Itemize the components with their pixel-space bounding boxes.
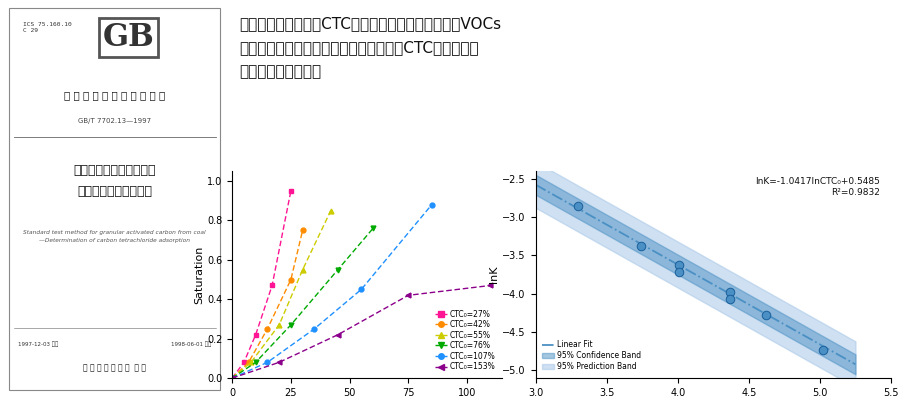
Linear Fit <box>616 230 626 235</box>
Point <box>571 203 585 209</box>
Linear Fit <box>850 362 860 367</box>
Point <box>723 289 737 295</box>
Point <box>672 261 687 268</box>
Point <box>815 347 830 353</box>
Text: 活性炭四氯化碳值（CTC值）值是一个与活性炭吸附VOCs
性能关联最为紧密的指标，它也可以用于CTC值推算碘值
和亚甲基蓝吸附值。: 活性炭四氯化碳值（CTC值）值是一个与活性炭吸附VOCs 性能关联最为紧密的指标… <box>238 16 501 79</box>
Text: 1997-12-03 发布: 1997-12-03 发布 <box>18 341 58 347</box>
Point <box>672 269 687 275</box>
Text: 中 华 人 民 共 和 国 国 家 标 准: 中 华 人 民 共 和 国 国 家 标 准 <box>64 90 166 101</box>
Y-axis label: Saturation: Saturation <box>194 246 204 304</box>
Text: GB: GB <box>103 22 155 53</box>
Linear Fit <box>834 353 845 358</box>
Legend: Linear Fit, 95% Confidence Band, 95% Prediction Band: Linear Fit, 95% Confidence Band, 95% Pre… <box>539 338 644 374</box>
Y-axis label: lnK: lnK <box>490 266 500 283</box>
Linear Fit <box>543 189 553 194</box>
Linear Fit <box>823 347 833 351</box>
Linear Fit <box>530 182 541 187</box>
Text: 煤质颗粒活性炭试验方法
四氯化碳吸附率的测定: 煤质颗粒活性炭试验方法 四氯化碳吸附率的测定 <box>74 164 156 198</box>
Point <box>759 312 773 318</box>
Text: 1998-06-01 实施: 1998-06-01 实施 <box>171 341 212 347</box>
Text: 国 家 技 术 监 督 局  发 布: 国 家 技 术 监 督 局 发 布 <box>83 364 146 373</box>
Legend: CTC₀=27%, CTC₀=42%, CTC₀=55%, CTC₀=76%, CTC₀=107%, CTC₀=153%: CTC₀=27%, CTC₀=42%, CTC₀=55%, CTC₀=76%, … <box>432 306 499 374</box>
Linear Fit <box>590 216 600 220</box>
Text: GB/T 7702.13—1997: GB/T 7702.13—1997 <box>78 118 151 125</box>
Line: Linear Fit: Linear Fit <box>536 185 855 364</box>
Linear Fit <box>549 193 560 198</box>
Point <box>634 243 648 250</box>
Text: lnK=-1.0417lnCTC₀+0.5485
R²=0.9832: lnK=-1.0417lnCTC₀+0.5485 R²=0.9832 <box>755 178 880 197</box>
Text: ICS 75.160.10
C 29: ICS 75.160.10 C 29 <box>23 22 72 33</box>
Text: Standard test method for granular activated carbon from coal
—Determination of c: Standard test method for granular activa… <box>23 230 206 244</box>
Point <box>723 296 737 302</box>
